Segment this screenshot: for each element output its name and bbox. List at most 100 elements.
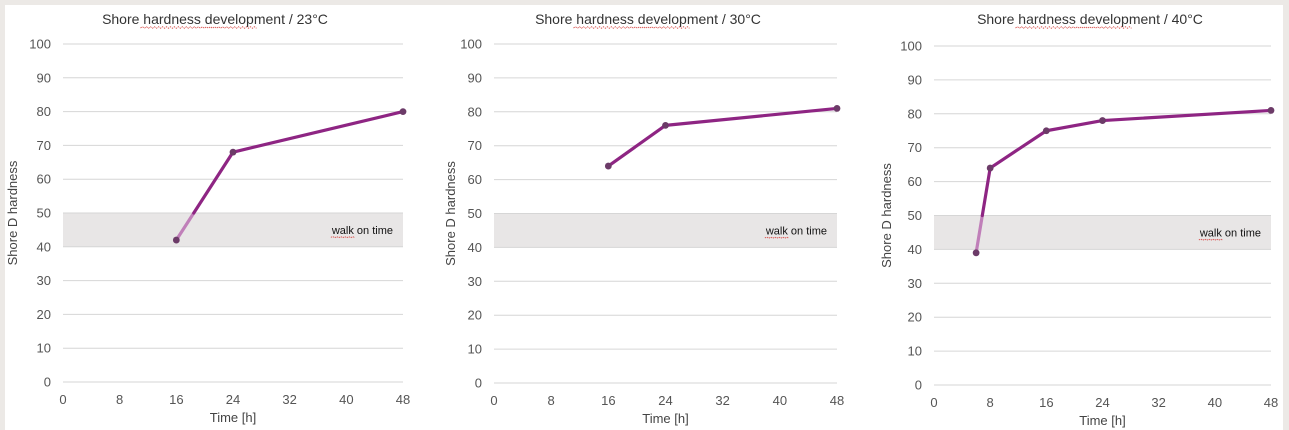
x-tick-label: 40 xyxy=(1208,395,1222,410)
series-line-segment-in-band xyxy=(174,211,196,242)
top-border xyxy=(0,0,1289,5)
x-tick-label: 32 xyxy=(282,392,296,407)
y-tick-label: 40 xyxy=(908,242,922,257)
x-tick-label: 16 xyxy=(601,393,615,408)
walk-on-time-label: walk on time xyxy=(1199,227,1261,239)
x-axis-label: Time [h] xyxy=(1079,413,1125,428)
walk-on-time-band xyxy=(494,213,837,248)
y-tick-label: 20 xyxy=(908,310,922,325)
series-line-segment-in-band xyxy=(974,213,984,255)
series-line-segment xyxy=(192,150,235,215)
data-point xyxy=(604,162,612,170)
y-tick-label: 100 xyxy=(900,39,922,54)
chart-title: Shore hardness development / 30°C xyxy=(535,11,761,27)
y-tick-label: 80 xyxy=(908,106,922,121)
series-line-segment xyxy=(988,129,1048,170)
y-tick-label: 10 xyxy=(468,342,482,357)
x-tick-label: 40 xyxy=(773,393,787,408)
spellcheck-underline xyxy=(573,26,690,29)
spellcheck-underline xyxy=(1015,26,1132,29)
x-tick-label: 48 xyxy=(1264,395,1278,410)
spellcheck-underline xyxy=(140,26,257,29)
y-tick-label: 40 xyxy=(37,239,51,254)
y-tick-label: 30 xyxy=(908,276,922,291)
chart-title: Shore hardness development / 40°C xyxy=(977,11,1203,27)
series-line-segment xyxy=(1100,108,1273,123)
y-tick-label: 50 xyxy=(37,206,51,221)
x-tick-label: 24 xyxy=(1095,395,1109,410)
x-tick-label: 8 xyxy=(548,393,555,408)
series-line-segment xyxy=(606,123,668,168)
y-tick-label: 70 xyxy=(908,140,922,155)
x-tick-label: 16 xyxy=(1039,395,1053,410)
y-tick-label: 70 xyxy=(37,138,51,153)
chart-panel-30c: 0 10 20 30 40 50 60 70 80 90 100 0 8 16 24 32 40 48 Shore … xyxy=(432,0,852,430)
data-point xyxy=(1099,117,1106,124)
x-tick-label: 48 xyxy=(830,393,844,408)
y-tick-label: 0 xyxy=(44,375,51,390)
chart-title: Shore hardness development / 23°C xyxy=(102,11,328,27)
y-tick-label: 80 xyxy=(37,104,51,119)
series-line-segment xyxy=(980,166,992,218)
right-border xyxy=(1283,0,1289,430)
y-tick-label: 10 xyxy=(37,341,51,356)
y-tick-label: 60 xyxy=(908,174,922,189)
walk-on-time-band xyxy=(63,213,403,247)
y-tick-label: 10 xyxy=(908,344,922,359)
data-point xyxy=(833,105,841,112)
x-axis-label: Time [h] xyxy=(642,411,688,426)
series-line-segment xyxy=(663,106,839,127)
walk-on-time-label: walk on time xyxy=(765,225,827,237)
x-tick-label: 8 xyxy=(116,392,123,407)
chart-panel-23c: 0 10 20 30 40 50 60 70 80 90 100 0 8 16 24 32 40 48 Shore … xyxy=(5,0,425,430)
x-tick-label: 24 xyxy=(226,392,240,407)
y-tick-label: 20 xyxy=(37,307,51,322)
data-point xyxy=(972,249,980,257)
y-tick-label: 30 xyxy=(37,273,51,288)
y-tick-label: 100 xyxy=(460,37,482,52)
x-tick-label: 40 xyxy=(339,392,353,407)
x-axis-label: Time [h] xyxy=(210,410,256,425)
y-tick-label: 0 xyxy=(475,376,482,391)
y-tick-label: 0 xyxy=(915,378,922,393)
y-tick-label: 60 xyxy=(37,172,51,187)
y-tick-label: 60 xyxy=(468,172,482,187)
y-axis-label: Shore D hardness xyxy=(5,160,20,265)
series-line-segment xyxy=(231,109,405,154)
y-tick-label: 40 xyxy=(468,240,482,255)
y-tick-label: 80 xyxy=(468,104,482,119)
y-tick-label: 90 xyxy=(908,72,922,87)
y-axis-label: Shore D hardness xyxy=(443,161,458,266)
x-tick-label: 0 xyxy=(59,392,66,407)
chart-23c: 0 10 20 30 40 50 60 70 80 90 100 0 8 16 24 32 40 48 Shore … xyxy=(5,11,410,425)
chart-panel-40c: 0 10 20 30 40 50 60 70 80 90 100 0 8 16 24 32 40 48 Shore … xyxy=(866,0,1283,430)
y-tick-label: 50 xyxy=(908,208,922,223)
y-tick-label: 70 xyxy=(468,138,482,153)
walk-on-time-band xyxy=(934,215,1271,250)
data-point xyxy=(662,121,669,129)
walk-on-time-label: walk on time xyxy=(331,225,393,237)
series-line-segment xyxy=(1044,118,1105,133)
chart-30c: 0 10 20 30 40 50 60 70 80 90 100 0 8 16 24 32 40 48 Shore … xyxy=(443,11,844,426)
y-tick-label: 50 xyxy=(468,206,482,221)
y-tick-label: 90 xyxy=(37,70,51,85)
left-border xyxy=(0,0,5,430)
data-point xyxy=(986,164,994,172)
x-tick-label: 48 xyxy=(396,392,410,407)
x-tick-label: 0 xyxy=(930,395,937,410)
y-tick-label: 20 xyxy=(468,308,482,323)
x-tick-label: 24 xyxy=(658,393,672,408)
chart-40c: 0 10 20 30 40 50 60 70 80 90 100 0 8 16 24 32 40 48 Shore … xyxy=(879,11,1278,428)
data-point xyxy=(1042,127,1050,135)
data-point xyxy=(172,236,180,244)
x-tick-label: 16 xyxy=(169,392,183,407)
x-tick-label: 0 xyxy=(490,393,497,408)
y-tick-label: 90 xyxy=(468,70,482,85)
x-tick-label: 8 xyxy=(987,395,994,410)
x-tick-label: 32 xyxy=(715,393,729,408)
y-tick-label: 30 xyxy=(468,274,482,289)
data-point xyxy=(1267,107,1275,114)
data-point xyxy=(399,108,407,115)
data-point xyxy=(229,148,237,156)
